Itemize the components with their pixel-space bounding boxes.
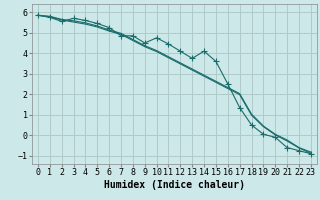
X-axis label: Humidex (Indice chaleur): Humidex (Indice chaleur): [104, 180, 245, 190]
